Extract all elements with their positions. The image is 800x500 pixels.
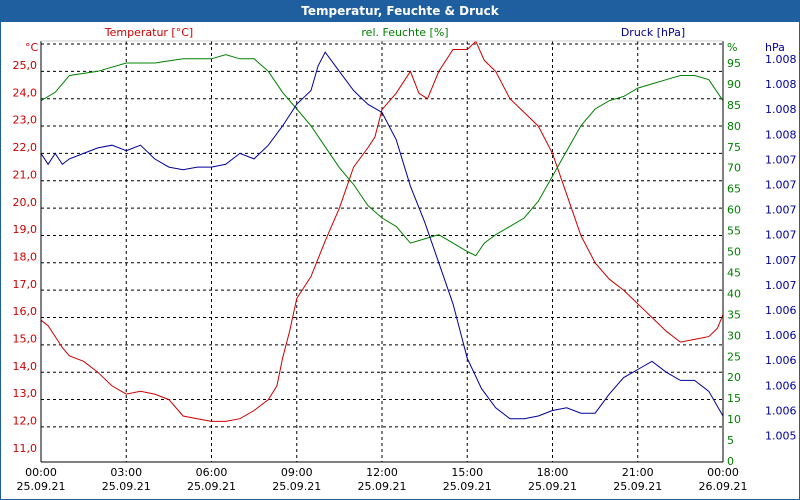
- pressure-tick-label: 1.006: [765, 379, 797, 392]
- chart-title: Temperatur, Feuchte & Druck: [1, 1, 799, 22]
- pressure-tick-label: 1.008: [765, 53, 797, 66]
- time-tick-label: 09:00: [281, 466, 313, 479]
- pressure-tick-label: 1.007: [765, 179, 797, 192]
- pressure-tick-labels: 1.008 1.008 1.008 1.008 1.007 1.007 1.007 1.007…: [765, 53, 797, 443]
- humidity-tick-label: 75: [727, 141, 741, 154]
- time-tick-labels: 00:0025.09.2103:0025.09.2106:0025.09.210…: [17, 466, 748, 493]
- humidity-axis-label: rel. Feuchte [%]: [361, 26, 448, 39]
- temp-tick-label: 22,0: [13, 141, 38, 154]
- humidity-tick-label: 25: [727, 350, 741, 363]
- humidity-tick-label: 85: [727, 99, 741, 112]
- temp-tick-label: 18,0: [13, 250, 38, 263]
- pressure-tick-label: 1.006: [765, 304, 797, 317]
- pressure-tick-label: 1.007: [765, 254, 797, 267]
- temp-tick-label: 20,0: [13, 196, 38, 209]
- pressure-tick-label: 1.006: [765, 354, 797, 367]
- grid: [41, 41, 723, 462]
- time-tick-label: 15:00: [451, 466, 483, 479]
- humidity-tick-label: 80: [727, 120, 741, 133]
- pressure-axis-label: Druck [hPa]: [621, 26, 685, 39]
- temp-tick-label: 11,0: [13, 442, 38, 455]
- humidity-tick-label: 30: [727, 329, 741, 342]
- date-tick-label: 26.09.21: [699, 480, 748, 493]
- humidity-tick-label: 45: [727, 266, 741, 279]
- humidity-tick-label: 0: [727, 455, 734, 468]
- date-tick-label: 25.09.21: [102, 480, 151, 493]
- date-tick-label: 25.09.21: [272, 480, 321, 493]
- pressure-tick-label: 1.008: [765, 103, 797, 116]
- pressure-tick-label: 1.007: [765, 204, 797, 217]
- time-tick-label: 18:00: [537, 466, 569, 479]
- time-tick-label: 12:00: [366, 466, 398, 479]
- temp-tick-label: 19,0: [13, 223, 38, 236]
- pressure-tick-label: 1.007: [765, 229, 797, 242]
- temp-tick-label: 12,0: [13, 415, 38, 428]
- pressure-tick-label: 1.008: [765, 128, 797, 141]
- humidity-unit-label: %: [727, 41, 737, 54]
- time-tick-label: 00:00: [25, 466, 57, 479]
- series-line-temp: [40, 40, 724, 422]
- temp-tick-label: 13,0: [13, 387, 38, 400]
- temp-tick-label: 15,0: [13, 333, 38, 346]
- temp-tick-label: 16,0: [13, 305, 38, 318]
- temp-unit-label: °C: [25, 41, 39, 54]
- temp-tick-label: 24,0: [13, 86, 38, 99]
- pressure-tick-label: 1.008: [765, 78, 797, 91]
- humidity-tick-label: 60: [727, 204, 741, 217]
- axes-layer: [40, 40, 724, 463]
- pressure-tick-label: 1.007: [765, 279, 797, 292]
- humidity-tick-label: 40: [727, 287, 741, 300]
- humidity-tick-label: 20: [727, 371, 741, 384]
- temp-tick-label: 17,0: [13, 278, 38, 291]
- temp-axis-label: Temperatur [°C]: [104, 26, 193, 39]
- temp-tick-label: 23,0: [13, 114, 38, 127]
- date-tick-label: 25.09.21: [443, 480, 492, 493]
- chart-canvas: °C Temperatur [°C] rel. Feuchte [%] % Dr…: [13, 26, 797, 493]
- time-tick-label: 06:00: [196, 466, 228, 479]
- humidity-tick-label: 50: [727, 246, 741, 259]
- date-tick-label: 25.09.21: [528, 480, 577, 493]
- date-tick-label: 25.09.21: [17, 480, 66, 493]
- time-tick-label: 03:00: [110, 466, 142, 479]
- temp-tick-label: 25,0: [13, 59, 38, 72]
- temp-tick-label: 14,0: [13, 360, 38, 373]
- series-layer: [40, 40, 724, 422]
- time-tick-label: 00:00: [707, 466, 739, 479]
- series-line-press: [40, 51, 724, 420]
- humidity-tick-label: 90: [727, 78, 741, 91]
- humidity-tick-label: 95: [727, 57, 741, 70]
- humidity-tick-label: 65: [727, 183, 741, 196]
- temp-tick-labels: 25,0 24,0 23,0 22,0 21,0 20,0 19,0 18,0 17,0 16,0…: [13, 59, 38, 455]
- pressure-tick-label: 1.006: [765, 329, 797, 342]
- humidity-tick-label: 70: [727, 162, 741, 175]
- pressure-tick-label: 1.006: [765, 404, 797, 417]
- pressure-tick-label: 1.005: [765, 430, 797, 443]
- humidity-tick-label: 15: [727, 392, 741, 405]
- temp-tick-label: 21,0: [13, 168, 38, 181]
- series-line-hum: [40, 54, 724, 257]
- humidity-tick-label: 35: [727, 308, 741, 321]
- humidity-tick-label: 5: [727, 434, 734, 447]
- date-tick-label: 25.09.21: [187, 480, 236, 493]
- date-tick-label: 25.09.21: [358, 480, 407, 493]
- humidity-tick-label: 10: [727, 413, 741, 426]
- pressure-unit-label: hPa: [765, 41, 785, 54]
- pressure-tick-label: 1.007: [765, 153, 797, 166]
- humidity-tick-label: 55: [727, 225, 741, 238]
- time-tick-label: 21:00: [622, 466, 654, 479]
- date-tick-label: 25.09.21: [613, 480, 662, 493]
